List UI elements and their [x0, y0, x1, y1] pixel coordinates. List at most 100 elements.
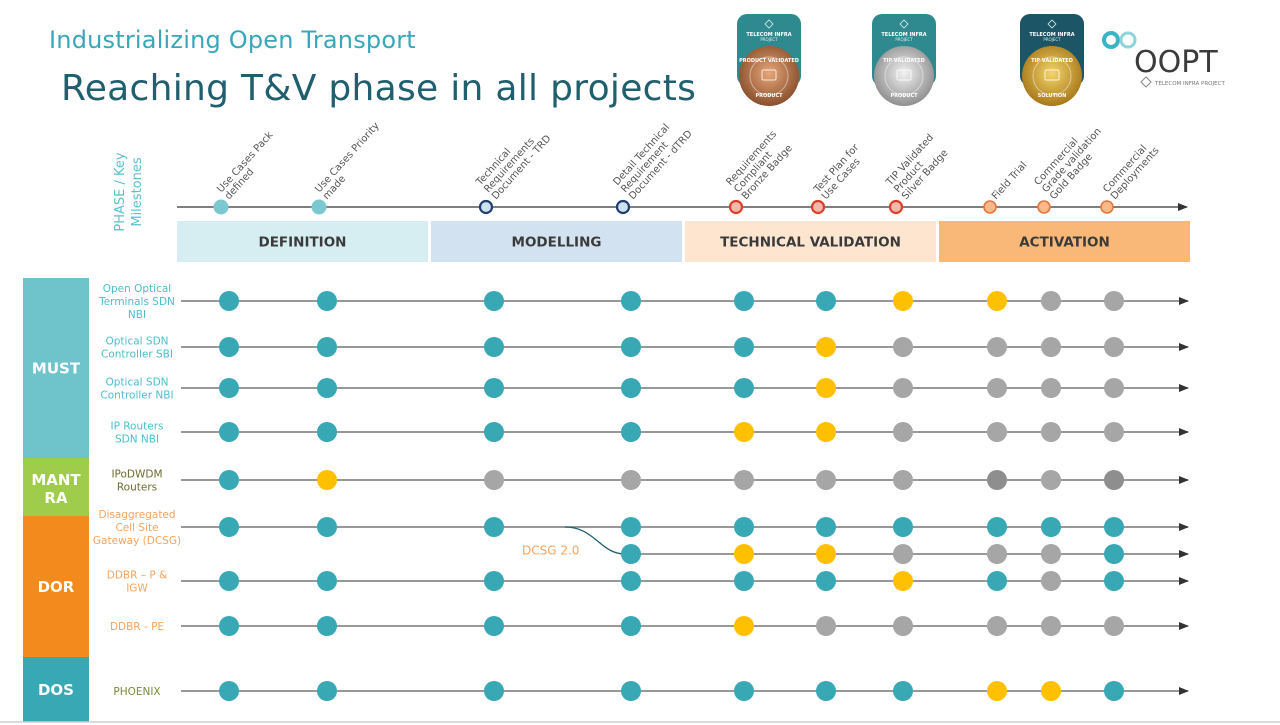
- status-dot-done: [219, 422, 239, 442]
- milestone-marker: [1100, 200, 1114, 214]
- status-dot-pending: [1041, 378, 1061, 398]
- badge-medal: [874, 46, 934, 106]
- status-dot-in-progress: [816, 337, 836, 357]
- badge-org: TELECOM INFRA: [881, 32, 926, 38]
- group-must: MUST: [23, 278, 89, 458]
- badge-org-sub: PROJECT: [1043, 37, 1061, 42]
- project-label-line: Cell Site: [115, 522, 158, 534]
- status-dot-pending: [987, 616, 1007, 636]
- phase-activation: ACTIVATION: [939, 221, 1190, 262]
- status-dot-done: [317, 378, 337, 398]
- status-dot-pending: [893, 337, 913, 357]
- status-dot-pending-dark: [1104, 470, 1124, 490]
- status-dot-done: [1041, 517, 1061, 537]
- oopt-logo: OOPT TELECOM INFRA PROJECT: [1102, 31, 1225, 88]
- status-dot-pending: [816, 470, 836, 490]
- status-dot-pending: [1041, 616, 1061, 636]
- status-dot-done: [621, 378, 641, 398]
- badge-inner-ring: [749, 56, 789, 96]
- status-dot-in-progress: [893, 291, 913, 311]
- phase-label: ACTIVATION: [1019, 235, 1110, 251]
- tip-diamond-icon: [1140, 76, 1152, 88]
- group-block: [23, 657, 89, 722]
- status-dot-pending: [621, 470, 641, 490]
- badge-bottom-text: PRODUCT: [755, 93, 783, 99]
- status-dot-in-progress: [1041, 681, 1061, 701]
- phase-label: DEFINITION: [258, 235, 346, 251]
- badge-org-sub: PROJECT: [760, 37, 778, 42]
- badge-inner-ring: [1032, 56, 1072, 96]
- badge-bottom-text: PRODUCT: [890, 93, 918, 99]
- branch-curve: [564, 526, 626, 555]
- group-label: DOR: [38, 578, 75, 596]
- slide-title: Reaching T&V phase in all projects: [61, 68, 697, 109]
- project-label-line: Disaggregated: [98, 509, 175, 521]
- status-dot-done: [734, 337, 754, 357]
- oopt-ring-icon: [1102, 31, 1120, 49]
- milestone-label-line: Use Cases Priority: [313, 120, 382, 195]
- status-dot-pending: [1041, 571, 1061, 591]
- tip-diamond-icon: [1047, 19, 1057, 29]
- group-label: DOS: [38, 681, 74, 699]
- group-block: [23, 516, 89, 657]
- milestone-label-line: Field Trial: [990, 160, 1029, 202]
- phase-label: TECHNICAL VALIDATION: [720, 235, 901, 251]
- badge-ring-text: PRODUCT VALIDATED: [739, 58, 799, 64]
- milestone-marker: [615, 199, 631, 215]
- status-dot-done: [219, 470, 239, 490]
- status-dot-done: [317, 571, 337, 591]
- badge-org: TELECOM INFRA: [1029, 32, 1074, 38]
- slide-subtitle: Industrializing Open Transport: [49, 26, 416, 54]
- milestone-marker: [810, 199, 826, 215]
- project-row: DCSG 2.0: [522, 526, 1189, 564]
- status-dot-done: [893, 681, 913, 701]
- status-dot-pending: [1104, 378, 1124, 398]
- group-block: [23, 278, 89, 458]
- badge-emblem-icon: [896, 69, 912, 81]
- phase-milestones-side-label: PHASE / Key Milestones: [113, 152, 145, 231]
- status-dot-pending: [734, 470, 754, 490]
- status-dot-in-progress: [816, 544, 836, 564]
- status-dot-done: [816, 517, 836, 537]
- status-dot-done: [484, 571, 504, 591]
- status-dot-done: [734, 517, 754, 537]
- badge-ring-text: TIP VALIDATED: [1031, 58, 1073, 64]
- status-dot-done: [484, 337, 504, 357]
- status-dot-in-progress: [987, 291, 1007, 311]
- project-row: DDBR – P &IGW: [107, 570, 1189, 595]
- project-label-line: Open Optical: [103, 283, 171, 295]
- status-dot-done: [484, 422, 504, 442]
- status-dot-done: [219, 681, 239, 701]
- status-dot-done: [734, 571, 754, 591]
- milestone-marker: [311, 199, 327, 215]
- status-dot-done: [219, 291, 239, 311]
- status-dot-done: [219, 616, 239, 636]
- status-dot-done: [1104, 571, 1124, 591]
- status-dot-pending: [1104, 616, 1124, 636]
- status-dot-done: [893, 517, 913, 537]
- status-dot-pending: [1041, 337, 1061, 357]
- status-dot-done: [621, 337, 641, 357]
- milestone-marker: [728, 199, 744, 215]
- phase-label: MODELLING: [512, 235, 602, 251]
- status-dot-pending: [1041, 544, 1061, 564]
- milestone-marker: [983, 200, 997, 214]
- status-dot-pending: [816, 616, 836, 636]
- status-dot-done: [317, 291, 337, 311]
- project-label-line: Gateway (DCSG): [93, 535, 181, 547]
- phase-definition: DEFINITION: [177, 221, 428, 262]
- status-dot-done: [484, 616, 504, 636]
- status-dot-done: [621, 681, 641, 701]
- badge-ring-text: TIP VALIDATED: [883, 58, 925, 64]
- milestone-marker: [213, 199, 229, 215]
- badge-org-sub: PROJECT: [895, 37, 913, 42]
- status-dot-done: [484, 378, 504, 398]
- tip-diamond-icon: [764, 19, 774, 29]
